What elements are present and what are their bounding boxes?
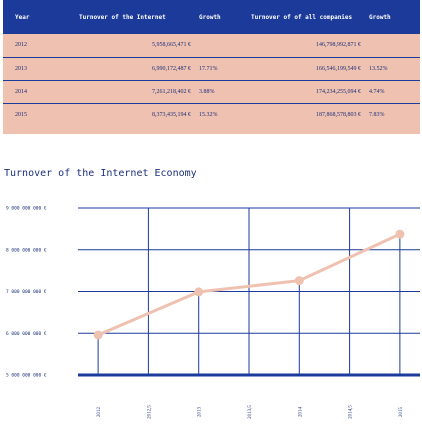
table-row: 2013 6,990,172,487 € 17.71% 166,546,199,… xyxy=(3,56,420,80)
data-point xyxy=(294,276,304,286)
data-point xyxy=(93,330,103,340)
x-tick-label: 2015 xyxy=(399,407,404,418)
x-tick-label: 2012 xyxy=(97,407,102,418)
header-all-turnover: Turnover of of all companies xyxy=(251,13,353,21)
header-year: Year xyxy=(15,13,30,21)
table-row: 2012 5,958,665,471 € 146,798,992,871 € xyxy=(3,34,420,57)
cell-year: 2013 xyxy=(3,56,75,80)
header-all-growth: Growth xyxy=(369,13,391,21)
table-header-row: Year Turnover of the Internet Growth Tur… xyxy=(3,0,420,34)
cell-all-growth: 7.83% xyxy=(365,102,420,126)
x-tick-label: 2012,5 xyxy=(147,405,152,419)
cell-all-turnover: 187,868,578,803 € xyxy=(247,102,365,126)
x-tick-label: 2013,5 xyxy=(248,405,253,419)
cell-internet-growth: 17.71% xyxy=(195,56,247,80)
y-tick-label: 6 000 000 000 € xyxy=(6,331,47,337)
turnover-table: Year Turnover of the Internet Growth Tur… xyxy=(3,0,420,126)
cell-internet-growth: 15.32% xyxy=(195,102,247,126)
cell-all-growth: 13.52% xyxy=(365,56,420,80)
table-row: 2014 7,261,218,402 € 3.88% 174,234,255,0… xyxy=(3,79,420,103)
data-point xyxy=(395,229,405,239)
x-tick-label: 2013 xyxy=(198,407,203,418)
y-tick-label: 9 000 000 000 € xyxy=(6,206,47,212)
cell-all-turnover: 166,546,199,549 € xyxy=(247,56,365,80)
y-tick-label: 8 000 000 000 € xyxy=(6,247,47,253)
cell-year: 2014 xyxy=(3,79,75,103)
x-tick-label: 2014,5 xyxy=(349,405,354,419)
header-internet-growth: Growth xyxy=(199,13,221,21)
header-internet-turnover: Turnover of the Internet xyxy=(79,13,166,21)
cell-all-turnover: 146,798,992,871 € xyxy=(316,42,361,49)
chart-title: Turnover of the Internet Economy xyxy=(4,168,197,179)
cell-all-turnover: 174,234,255,094 € xyxy=(247,79,365,103)
cell-internet-turnover: 5,958,665,471 € xyxy=(152,42,191,49)
table-row: 2015 8,373,435,194 € 15.32% 187,868,578,… xyxy=(3,102,420,126)
cell-internet-turnover: 8,373,435,194 € xyxy=(75,102,195,126)
y-tick-label: 7 000 000 000 € xyxy=(6,289,47,295)
y-tick-label: 5 000 000 000 € xyxy=(6,373,47,379)
cell-internet-turnover: 6,990,172,487 € xyxy=(75,56,195,80)
cell-internet-growth: 3.88% xyxy=(195,79,247,103)
cell-year: 2012 xyxy=(15,42,27,49)
cell-internet-turnover: 7,261,218,402 € xyxy=(75,79,195,103)
data-point xyxy=(194,287,204,297)
series-line xyxy=(96,232,402,337)
turnover-table-wrap: Year Turnover of the Internet Growth Tur… xyxy=(3,0,420,134)
x-tick-label: 2014 xyxy=(298,407,303,418)
cell-all-growth: 4.74% xyxy=(365,79,420,103)
cell-year: 2015 xyxy=(3,102,75,126)
